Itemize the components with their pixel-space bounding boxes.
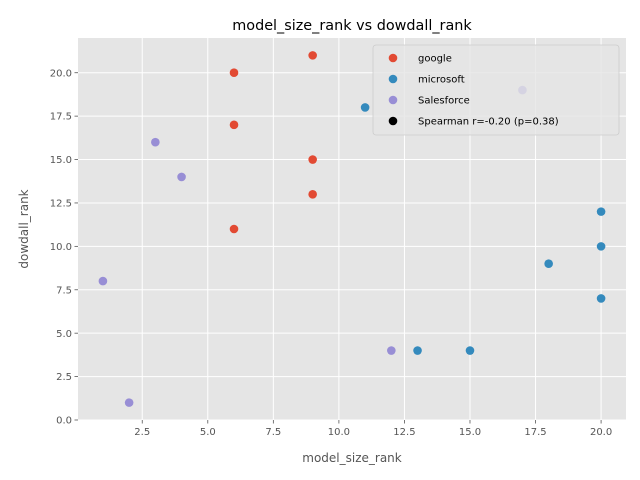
y-tick-label: 17.5 [50,112,72,123]
data-point-google [229,120,239,130]
y-tick-label: 20.0 [50,68,72,79]
x-tick-label: 20.0 [590,427,612,438]
y-tick-label: 10.0 [50,242,72,253]
legend-label: google [418,54,452,65]
legend: google microsoft Salesforce Spearman r=-0.2… [372,44,620,136]
y-tick-label: 15.0 [50,155,72,166]
x-tick-label: 17.5 [524,427,546,438]
legend-label: microsoft [418,75,465,86]
x-tick-label: 15.0 [459,427,481,438]
data-point-microsoft [360,103,370,112]
data-point-microsoft [413,346,422,355]
legend-box [372,44,620,136]
x-tick-label: 2.5 [134,427,150,438]
y-tick-label: 2.5 [56,372,72,383]
y-tick-label: 0.0 [56,416,72,427]
legend-marker [388,116,398,126]
data-point-google [308,51,317,60]
data-point-google [229,68,239,78]
data-point-microsoft [596,207,606,216]
data-point-salesforce [98,276,108,286]
y-tick-label: 12.5 [50,199,72,210]
data-point-salesforce [124,398,134,407]
legend-marker [388,95,398,105]
x-axis-label: model_size_rank [302,451,402,465]
x-axis-ticks: 2.5 5.0 7.5 10.0 12.5 15.0 17.5 20.0 [134,420,612,438]
x-tick-label: 10.0 [328,427,350,438]
y-axis-ticks: 0.0 2.5 5.0 7.5 10.0 12.5 15.0 17.5 20.0 [50,68,78,427]
data-point-salesforce [177,172,186,182]
x-tick-label: 7.5 [265,427,281,438]
y-tick-label: 5.0 [56,329,72,340]
chart-title: model_size_rank vs dowdall_rank [232,18,472,34]
data-point-microsoft [544,259,553,269]
y-axis-label: dowdall_rank [17,189,31,268]
x-tick-label: 5.0 [200,427,216,438]
data-point-salesforce [151,137,160,147]
data-point-salesforce [387,346,396,355]
data-point-google [308,189,317,199]
legend-label: Spearman r=-0.20 (p=0.38) [418,117,559,128]
data-point-microsoft [596,294,606,303]
data-point-microsoft [465,346,475,355]
legend-marker [388,74,398,84]
data-point-google [229,224,239,234]
data-point-google [308,155,317,164]
legend-label: Salesforce [418,96,470,107]
y-tick-label: 7.5 [56,285,72,296]
x-tick-label: 12.5 [393,427,415,438]
data-point-microsoft [596,242,606,251]
legend-marker [388,53,398,63]
